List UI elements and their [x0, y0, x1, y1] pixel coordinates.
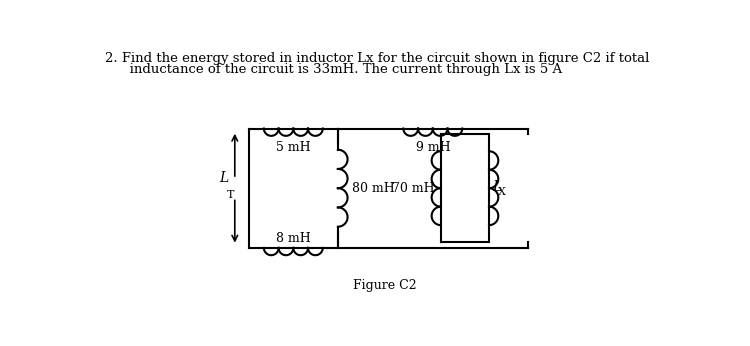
- Text: T: T: [226, 190, 234, 200]
- Text: inductance of the circuit is 33mH. The current through Lx is 5 A: inductance of the circuit is 33mH. The c…: [117, 63, 562, 76]
- Text: Figure C2: Figure C2: [352, 279, 416, 292]
- Text: 80 mH: 80 mH: [352, 182, 395, 195]
- Text: 2. Find the energy stored in inductor Lx for the circuit shown in figure C2 if t: 2. Find the energy stored in inductor Lx…: [105, 52, 650, 65]
- Text: L: L: [492, 180, 501, 194]
- Text: 5 mH: 5 mH: [276, 141, 310, 154]
- Text: 9 mH: 9 mH: [416, 141, 450, 154]
- Text: 8 mH: 8 mH: [276, 232, 310, 245]
- Text: X: X: [497, 187, 506, 197]
- Text: L: L: [219, 171, 229, 185]
- Text: 70 mH: 70 mH: [392, 182, 435, 195]
